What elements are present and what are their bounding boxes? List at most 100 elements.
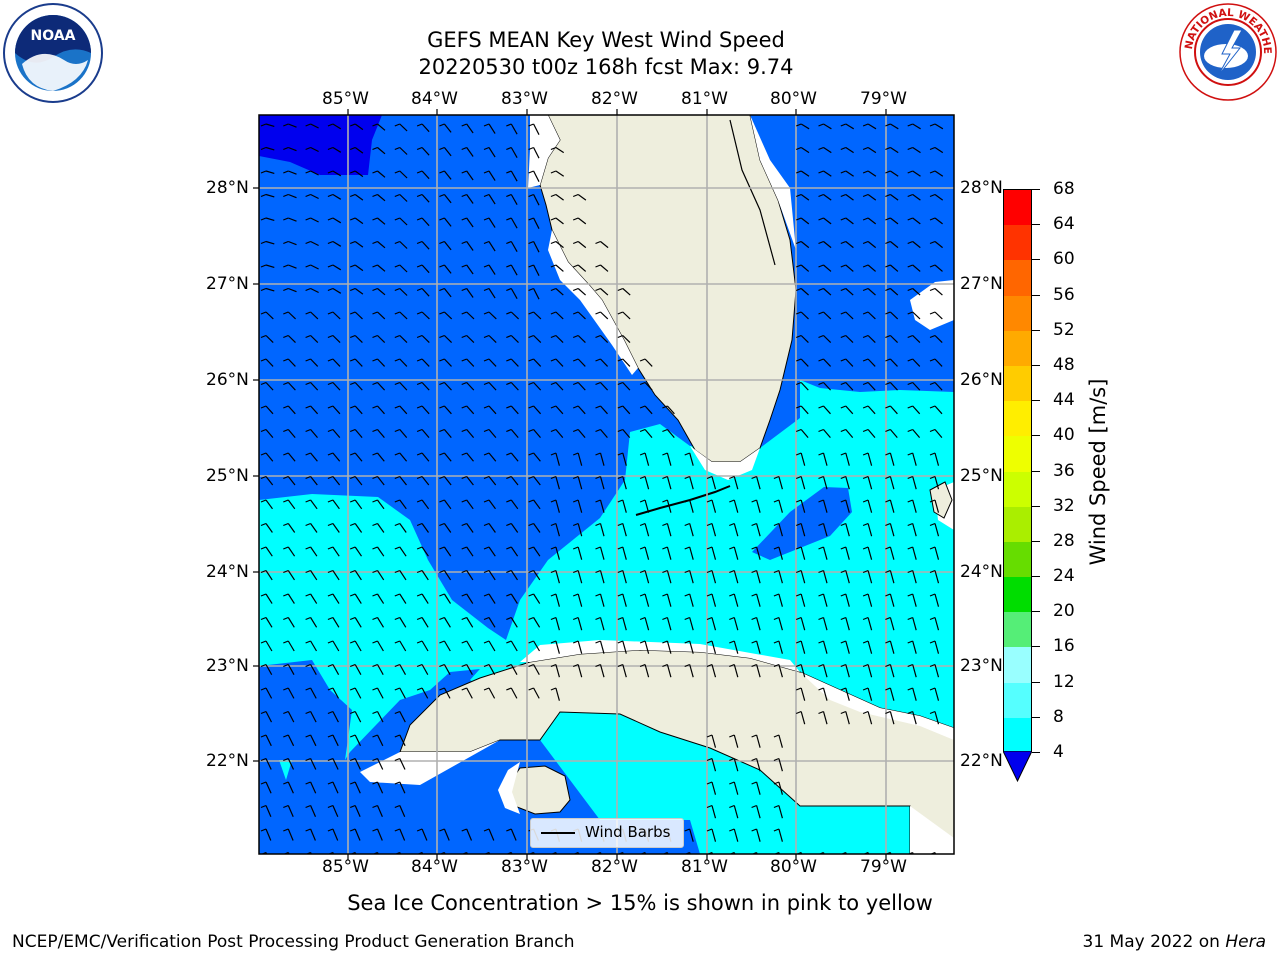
wind-barb-flag bbox=[528, 381, 534, 386]
wind-barb-flag bbox=[483, 687, 490, 691]
wind-barb-flag bbox=[372, 146, 378, 151]
wind-barb-flag bbox=[706, 499, 713, 503]
wind-barb bbox=[555, 640, 560, 654]
wind-barb-flag bbox=[260, 710, 267, 715]
wind-barb-flag bbox=[283, 264, 289, 268]
wind-barb-flag bbox=[528, 616, 534, 621]
wind-barb-flag bbox=[461, 334, 467, 339]
wind-barb-flag bbox=[862, 146, 869, 151]
wind-barb bbox=[889, 452, 895, 466]
wind-barb-flag bbox=[349, 663, 356, 668]
wind-barb-flag bbox=[595, 640, 601, 644]
wind-barb-flag bbox=[439, 569, 445, 574]
wind-barb-flag bbox=[372, 569, 378, 574]
wind-barb-flag bbox=[907, 217, 913, 221]
wind-barb bbox=[310, 264, 319, 270]
wind-barb bbox=[867, 194, 877, 201]
colorbar-tick bbox=[1032, 540, 1040, 542]
wind-barb bbox=[421, 311, 430, 320]
wind-barb-flag bbox=[394, 381, 401, 386]
wind-barb-flag bbox=[907, 593, 913, 597]
wind-barb bbox=[622, 476, 627, 490]
wind-barb-flag bbox=[394, 569, 401, 574]
lon-label-bottom: 80°W bbox=[770, 857, 817, 877]
wind-barb bbox=[800, 640, 806, 654]
wind-barb bbox=[577, 382, 586, 391]
wind-barb-flag bbox=[394, 687, 401, 691]
wind-barb-flag bbox=[550, 334, 557, 339]
wind-barb bbox=[287, 734, 295, 747]
wind-barb bbox=[756, 499, 761, 513]
wind-barb bbox=[421, 264, 430, 274]
wind-barb bbox=[666, 452, 672, 466]
wind-barb bbox=[376, 570, 385, 581]
wind-barb-flag bbox=[461, 640, 467, 644]
wind-barb-flag bbox=[461, 687, 467, 691]
wind-barb-flag bbox=[461, 475, 467, 480]
wind-barb-flag bbox=[662, 593, 668, 597]
wind-barb bbox=[912, 146, 921, 154]
wind-barb bbox=[599, 570, 605, 584]
wind-barb bbox=[421, 570, 429, 581]
wind-barb bbox=[265, 240, 275, 245]
wind-barb bbox=[399, 123, 408, 132]
wind-barb bbox=[666, 617, 672, 631]
wind-barb-flag bbox=[283, 217, 289, 221]
wind-barb-flag bbox=[929, 710, 936, 715]
wind-barb-flag bbox=[394, 311, 401, 315]
wind-barb-flag bbox=[439, 499, 445, 503]
wind-barb-flag bbox=[416, 170, 423, 174]
wind-barb-flag bbox=[862, 569, 869, 574]
wind-barb-flag bbox=[305, 428, 311, 433]
wind-barb-flag bbox=[483, 663, 490, 668]
colorbar-tick bbox=[1032, 470, 1040, 472]
wind-barb-flag bbox=[305, 381, 311, 386]
wind-barb-flag bbox=[885, 499, 891, 503]
wind-barb bbox=[287, 429, 296, 438]
colorbar-segment bbox=[1004, 260, 1031, 297]
wind-barb bbox=[912, 241, 921, 249]
wind-barb bbox=[599, 499, 605, 513]
wind-barb bbox=[599, 664, 605, 678]
wind-barb bbox=[510, 452, 519, 462]
wind-barb-flag bbox=[617, 381, 624, 386]
wind-barb-flag bbox=[550, 170, 557, 174]
wind-barb-flag bbox=[260, 428, 267, 433]
wind-barb bbox=[310, 382, 319, 391]
wind-barb bbox=[912, 288, 921, 296]
wind-barb-flag bbox=[394, 217, 401, 221]
wind-barb bbox=[287, 311, 297, 320]
wind-barb-flag bbox=[283, 240, 289, 245]
lon-label-top: 83°W bbox=[501, 89, 548, 109]
wind-barb-flag bbox=[283, 428, 289, 433]
wind-barb-flag bbox=[795, 452, 802, 456]
wind-barb-flag bbox=[639, 593, 646, 597]
wind-barb bbox=[354, 452, 363, 462]
wind-barb-flag bbox=[929, 475, 936, 480]
wind-barb-flag bbox=[795, 499, 802, 503]
wind-barb bbox=[399, 758, 406, 770]
wind-barb-flag bbox=[394, 358, 401, 362]
wind-barb-flag bbox=[327, 593, 334, 597]
wind-barb bbox=[800, 335, 809, 344]
colorbar-segment bbox=[1004, 647, 1031, 684]
wind-barb bbox=[510, 147, 518, 158]
wind-barb bbox=[332, 193, 342, 200]
wind-barb bbox=[265, 476, 274, 486]
wind-barb-flag bbox=[907, 193, 913, 198]
wind-barb-flag bbox=[572, 593, 579, 597]
wind-barb bbox=[332, 217, 342, 224]
colorbar-tick bbox=[1032, 259, 1040, 261]
wind-barb bbox=[421, 288, 430, 297]
wind-barb bbox=[867, 499, 873, 513]
wind-barb bbox=[377, 170, 386, 178]
wind-barb-flag bbox=[929, 640, 936, 644]
wind-barb bbox=[822, 593, 828, 607]
wind-barb bbox=[845, 711, 850, 725]
wind-barb-flag bbox=[283, 781, 289, 785]
wind-barb-flag bbox=[862, 358, 869, 362]
wind-barb bbox=[778, 758, 783, 772]
wind-barb bbox=[332, 476, 341, 486]
wind-barb-flag bbox=[907, 428, 913, 433]
wind-barb-flag bbox=[439, 640, 445, 644]
